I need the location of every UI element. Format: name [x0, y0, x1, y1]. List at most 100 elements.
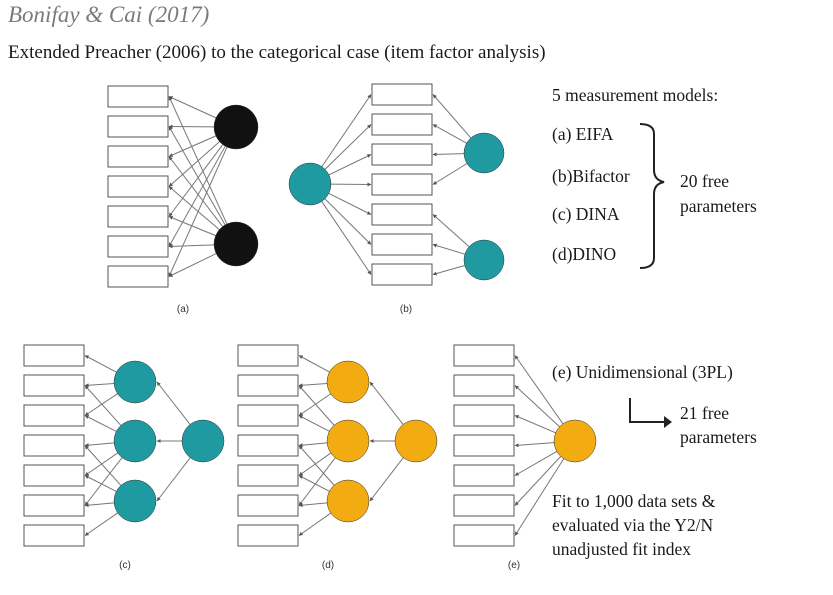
diagram-e-item-box: [453, 434, 515, 457]
diagram-e-item-box: [453, 464, 515, 487]
diagram-a-factor-node: [213, 104, 259, 150]
diagram-c-item-box: [23, 404, 85, 427]
diagram-b-item-box: [371, 263, 433, 286]
model-dina: (c) DINA: [552, 204, 620, 224]
diagram-e-loading-arrow: [514, 451, 558, 476]
diagram-a-loading-arrow: [168, 156, 224, 227]
diagram-b-item-box: [371, 233, 433, 256]
diagram-d-loading-arrow: [298, 385, 335, 426]
caption-b: (b): [400, 304, 412, 315]
diagram-a-loading-arrow: [168, 216, 216, 237]
diagram-d-loading-arrow: [298, 445, 335, 486]
diagram-d-loading-arrow: [298, 502, 328, 508]
page-subtitle: Extended Preacher (2006) to the categori…: [8, 42, 546, 63]
diagram-d-factor-node: [326, 479, 370, 523]
diagram-c-loading-arrow: [84, 385, 122, 426]
diagram-b-loading-arrow: [432, 124, 467, 144]
diagram-c-loading-arrow: [84, 457, 123, 506]
model-dino: (d)DINO: [552, 244, 617, 264]
diagram-a-item-box: [107, 235, 169, 258]
diagram-a-item-box: [107, 115, 169, 138]
diagram-e-item-box: [453, 524, 515, 547]
caption-d: (d): [322, 560, 334, 571]
unidim-arrow-head: [664, 416, 672, 428]
group-params-line1: 20 free: [680, 171, 730, 191]
diagram-a-loading-arrow: [168, 186, 220, 231]
diagram-a-item-box: [107, 265, 169, 288]
diagram-c-item-box: [23, 374, 85, 397]
diagram-b-loading-arrow: [432, 214, 470, 248]
diagram-d-loading-arrow: [298, 442, 328, 448]
diagram-b-factor-node: [288, 162, 332, 206]
diagram-b-loading-arrow: [320, 200, 372, 275]
diagram-c-loading-arrow: [84, 415, 117, 432]
diagram-a-loading-arrow: [168, 144, 224, 217]
diagram-d-loading-arrow: [369, 381, 404, 425]
diagram-b-item-box: [371, 203, 433, 226]
diagram-b-loading-arrow: [323, 197, 372, 245]
unidim-params-line1: 21 free: [680, 403, 730, 423]
diagram-d-loading-arrow: [298, 452, 332, 476]
diagram-a-loading-arrow: [168, 135, 217, 157]
fit-note-line3: unadjusted fit index: [552, 539, 692, 559]
diagram-c-loading-arrow: [84, 512, 118, 536]
fit-note-line1: Fit to 1,000 data sets &: [552, 491, 716, 511]
page-title: Bonifay & Cai (2017): [8, 2, 210, 27]
caption-e: (e): [508, 560, 520, 571]
diagram-d-item-box: [237, 464, 299, 487]
fit-note-line2: evaluated via the Y2/N: [552, 515, 714, 535]
diagram-d-loading-arrow: [298, 512, 332, 536]
unidim-arrow: [629, 398, 664, 423]
diagram-b-item-box: [371, 173, 433, 196]
diagram-b-factor-node: [463, 132, 505, 174]
diagram-d-loading-arrow: [298, 457, 336, 506]
diagram-b-loading-arrow: [323, 124, 372, 171]
diagram-e-factor-node: [553, 419, 597, 463]
diagram-c-item-box: [23, 434, 85, 457]
diagram-c-loading-arrow: [156, 381, 191, 425]
diagram-b-item-box: [371, 83, 433, 106]
diagram-c-loading-arrow: [84, 475, 117, 492]
diagram-c-loading-arrow: [84, 382, 115, 388]
diagram-d-loading-arrow: [298, 393, 331, 416]
diagram-a-item-box: [107, 175, 169, 198]
diagram-a-loading-arrow: [168, 96, 228, 225]
diagram-e-loading-arrow: [514, 458, 565, 536]
diagram-b-loading-arrow: [432, 94, 472, 139]
diagram-a-loading-arrow: [168, 244, 215, 249]
diagram-a-loading-arrow: [168, 126, 226, 226]
diagram-b-loading-arrow: [320, 94, 372, 168]
diagram-a-loading-arrow: [168, 141, 220, 187]
diagram-c-factor-node: [113, 479, 157, 523]
legend-heading: 5 measurement models:: [552, 85, 719, 105]
diagram-b-loading-arrow: [432, 152, 465, 157]
diagram-e-loading-arrow: [514, 385, 560, 428]
diagram-c-item-box: [23, 464, 85, 487]
model-bifactor: (b)Bifactor: [552, 166, 630, 186]
diagram-c-factor-node: [113, 360, 157, 404]
diagram-e-item-box: [453, 374, 515, 397]
unidim-params-line2: parameters: [680, 427, 757, 447]
diagram-d-loading-arrow: [369, 457, 404, 502]
diagram-c-item-box: [23, 344, 85, 367]
diagram-d-item-box: [237, 434, 299, 457]
diagram-a-loading-arrow: [168, 145, 226, 247]
diagram-a-item-box: [107, 145, 169, 168]
diagram-d-item-box: [237, 344, 299, 367]
diagram-e-item-box: [453, 344, 515, 367]
diagram-d-item-box: [237, 374, 299, 397]
diagram-d-loading-arrow: [298, 475, 330, 492]
diagram-e-loading-arrow: [514, 456, 562, 506]
diagram-a-loading-arrow: [168, 96, 217, 119]
diagram-b-factor-node: [463, 239, 505, 281]
diagram-c-loading-arrow: [84, 502, 115, 508]
diagram-c-loading-arrow: [84, 393, 118, 416]
diagram-c-factor-node: [113, 419, 157, 463]
diagram-e-loading-arrow: [514, 442, 555, 448]
diagram-c-factor-node: [181, 419, 225, 463]
diagram-d-item-box: [237, 404, 299, 427]
diagram-e-loading-arrow: [514, 415, 556, 434]
diagram-a-loading-arrow: [168, 253, 217, 277]
diagram-b-loading-arrow: [432, 243, 466, 255]
diagram-a-item-box: [107, 205, 169, 228]
